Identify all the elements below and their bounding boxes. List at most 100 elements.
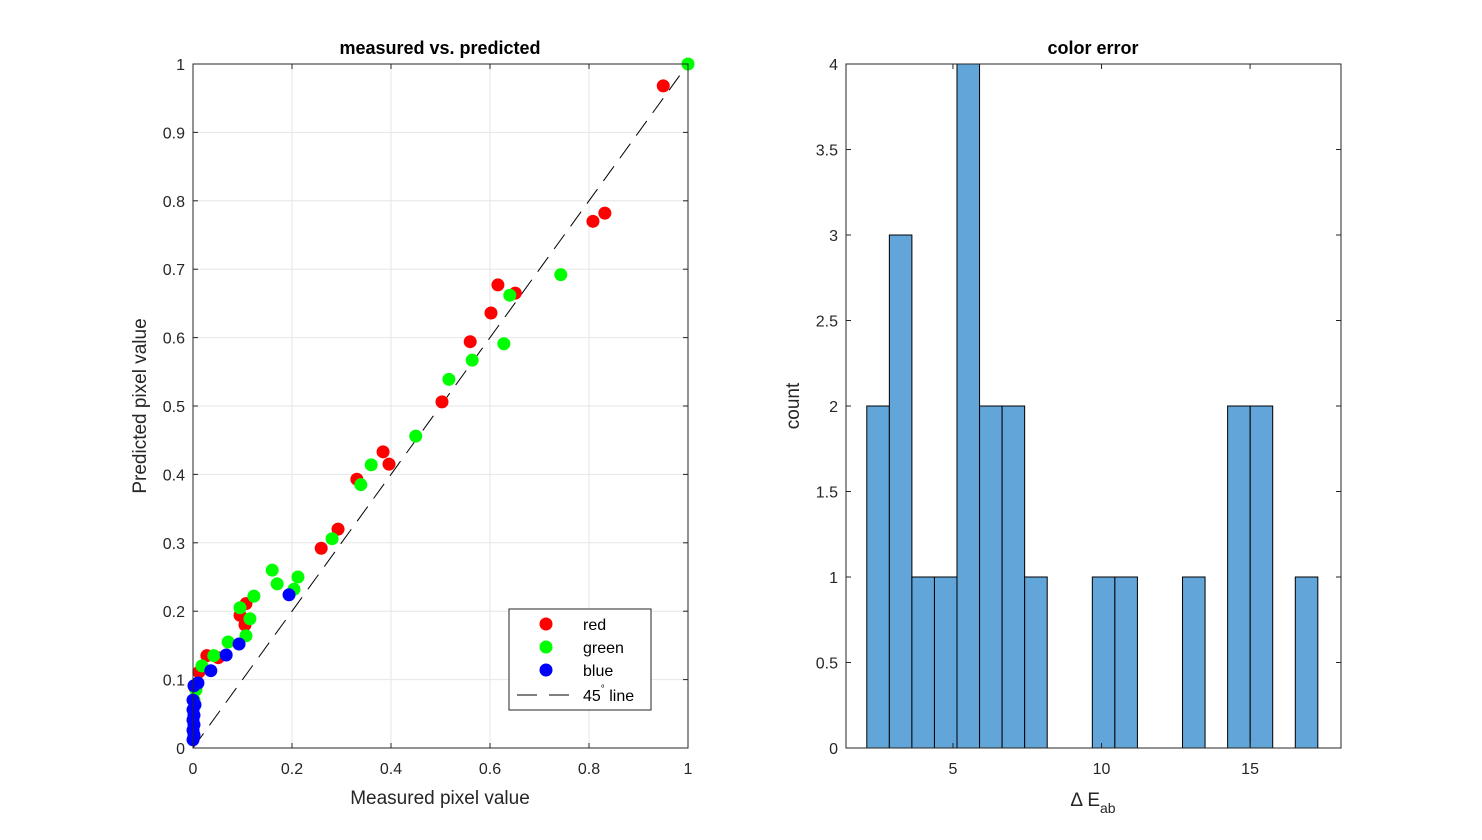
y-tick-label: 2 xyxy=(829,399,838,416)
y-tick-label: 0.4 xyxy=(163,467,185,484)
data-point-green xyxy=(247,589,261,603)
data-point-green xyxy=(325,532,339,546)
data-point-green xyxy=(291,570,305,584)
data-point-green xyxy=(354,478,368,492)
legend-label-blue: blue xyxy=(583,663,613,680)
y-tick-label: 3 xyxy=(829,228,838,245)
data-point-green xyxy=(503,288,517,302)
y-tick-label: 1 xyxy=(829,570,838,587)
scatter-title: measured vs. predicted xyxy=(339,38,540,58)
legend-label-degree: ° xyxy=(601,684,605,695)
y-tick-label: 0.1 xyxy=(163,673,185,690)
y-tick-label: 0.5 xyxy=(816,656,838,673)
y-tick-label: 3.5 xyxy=(816,143,838,160)
y-tick-label: 1 xyxy=(176,57,185,74)
histogram-bar xyxy=(866,405,890,749)
data-point-blue xyxy=(219,648,233,662)
histogram-bar xyxy=(1294,576,1319,749)
histogram-bar xyxy=(1227,405,1251,749)
data-point-red xyxy=(586,214,600,228)
histogram-title: color error xyxy=(1047,38,1138,58)
histogram-bar xyxy=(1001,405,1026,749)
histogram-bar xyxy=(956,63,981,749)
data-point-green xyxy=(364,458,378,472)
histogram-bar xyxy=(1182,576,1206,749)
y-tick-label: 0 xyxy=(829,741,838,758)
data-point-green xyxy=(442,372,456,386)
data-point-green xyxy=(465,353,479,367)
histogram-xlabel-sub: ab xyxy=(1100,800,1116,816)
histogram-bar xyxy=(933,576,958,749)
histogram-bar xyxy=(1114,576,1138,749)
x-tick-label: 0.6 xyxy=(479,761,501,778)
histogram-xlabel: Δ Eab xyxy=(1070,790,1115,816)
legend-box xyxy=(508,608,652,711)
data-point-blue xyxy=(187,679,201,693)
data-point-red xyxy=(376,445,390,459)
data-point-red xyxy=(463,335,477,349)
data-point-blue xyxy=(282,588,296,602)
histogram-bar xyxy=(1091,576,1116,749)
data-point-red xyxy=(656,79,670,93)
legend-marker-blue xyxy=(539,663,553,677)
x-tick-label: 10 xyxy=(1093,761,1111,778)
data-point-red xyxy=(331,522,345,536)
legend-label-green: green xyxy=(583,640,624,657)
histogram-axes: color error Δ Eab count 5 10 15 0 0.5 1 1.5 2 2.… xyxy=(783,38,1342,816)
y-tick-label: 0.3 xyxy=(163,536,185,553)
histogram-bar xyxy=(1249,405,1274,749)
y-tick-label: 0.5 xyxy=(163,399,185,416)
histogram-ylabel: count xyxy=(783,382,804,429)
legend-label-rest: line xyxy=(605,688,634,705)
data-point-red xyxy=(435,395,449,409)
histogram-bar xyxy=(1024,576,1048,749)
histogram-bar xyxy=(888,234,913,749)
y-tick-label: 2.5 xyxy=(816,314,838,331)
x-tick-label: 0.2 xyxy=(281,761,303,778)
data-point-green xyxy=(554,268,568,282)
data-point-red xyxy=(382,457,396,471)
data-point-green xyxy=(497,337,511,351)
y-tick-label: 4 xyxy=(829,57,838,74)
legend-label-main: 45 xyxy=(583,688,601,705)
histogram-bar xyxy=(911,576,935,749)
legend-label-red: red xyxy=(583,617,606,634)
axes-box xyxy=(192,63,689,749)
data-point-green xyxy=(233,601,247,615)
y-tick-label: 0.7 xyxy=(163,262,185,279)
legend-marker-green xyxy=(539,640,553,654)
histogram-bar xyxy=(979,405,1003,749)
data-point-red xyxy=(314,541,328,555)
y-tick-label: 0 xyxy=(176,741,185,758)
data-point-green xyxy=(221,635,235,649)
scatter-ylabel: Predicted pixel value xyxy=(130,318,151,493)
data-point-green xyxy=(207,649,221,663)
data-point-red xyxy=(484,306,498,320)
x-tick-label: 1 xyxy=(684,761,693,778)
data-point-blue xyxy=(204,664,218,678)
y-tick-label: 0.6 xyxy=(163,331,185,348)
legend-label-45-line: 45° line xyxy=(583,684,634,705)
data-point-red xyxy=(491,278,505,292)
data-point-green xyxy=(243,612,257,626)
x-tick-label: 5 xyxy=(949,761,958,778)
legend-marker-red xyxy=(539,617,553,631)
y-tick-label: 0.2 xyxy=(163,604,185,621)
x-tick-label: 0.4 xyxy=(380,761,402,778)
data-point-green xyxy=(265,563,279,577)
y-tick-label: 0.9 xyxy=(163,125,185,142)
data-point-green xyxy=(270,577,284,591)
axes-box xyxy=(845,63,1342,749)
data-point-red xyxy=(598,206,612,220)
x-tick-label: 0.8 xyxy=(578,761,600,778)
legend: red green blue 45° line xyxy=(508,608,652,711)
histogram-xlabel-main: Δ E xyxy=(1070,790,1100,811)
y-tick-label: 0.8 xyxy=(163,194,185,211)
scatter-xlabel: Measured pixel value xyxy=(350,788,530,809)
data-point-blue xyxy=(232,637,246,651)
scatter-axes: measured vs. predicted Measured pixel va… xyxy=(130,38,695,809)
x-tick-label: 0 xyxy=(189,761,198,778)
x-tick-label: 15 xyxy=(1241,761,1259,778)
y-tick-label: 1.5 xyxy=(816,485,838,502)
